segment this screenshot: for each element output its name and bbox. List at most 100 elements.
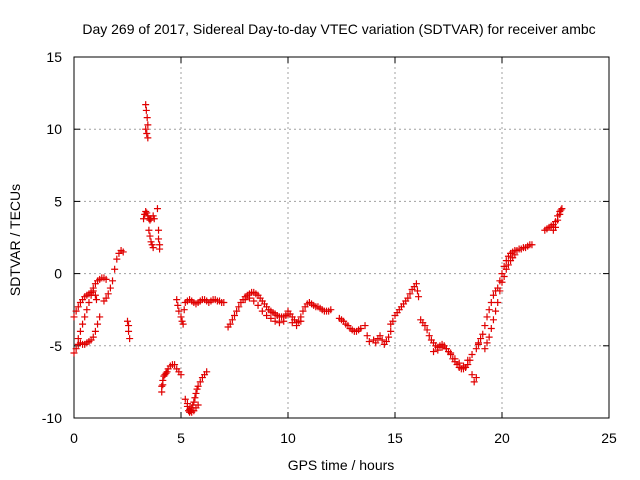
- data-point: [89, 333, 97, 341]
- data-point: [162, 369, 170, 377]
- data-point: [472, 345, 480, 353]
- x-axis: 0 5 10 15 20 25: [70, 57, 617, 446]
- x-tick-label: 15: [387, 430, 403, 446]
- data-point: [173, 296, 181, 304]
- data-point: [150, 215, 158, 223]
- data-point: [423, 326, 431, 334]
- x-tick-label: 0: [70, 430, 78, 446]
- series-isolated-2.5: [124, 317, 134, 343]
- data-point: [558, 205, 566, 213]
- data-point: [79, 320, 87, 328]
- data-point: [451, 355, 459, 363]
- data-point: [142, 106, 150, 114]
- series-climb-19-lower: [481, 251, 519, 353]
- data-point: [91, 327, 99, 335]
- data-point: [179, 320, 187, 328]
- data-point: [438, 343, 446, 351]
- y-tick-label: 5: [54, 193, 62, 209]
- series-climb-19-21: [474, 241, 536, 347]
- data-point: [111, 265, 119, 273]
- data-point: [226, 320, 234, 328]
- data-point: [126, 335, 134, 343]
- data-point: [144, 121, 152, 129]
- data-point: [143, 130, 151, 138]
- data-point: [104, 290, 112, 298]
- data-point: [498, 278, 506, 286]
- data-point: [125, 327, 133, 335]
- data-point: [263, 311, 271, 319]
- data-point: [106, 284, 114, 292]
- data-point: [485, 306, 493, 314]
- data-point: [288, 319, 296, 327]
- data-point: [502, 265, 510, 273]
- data-point: [489, 291, 497, 299]
- data-point: [83, 306, 91, 314]
- data-point: [155, 226, 163, 234]
- data-point: [245, 294, 253, 302]
- data-point: [556, 210, 564, 218]
- series-end-22: [541, 205, 566, 234]
- data-point: [557, 206, 565, 214]
- data-point: [192, 389, 200, 397]
- data-point: [254, 301, 262, 309]
- y-tick-label: 10: [46, 121, 62, 137]
- data-point: [271, 317, 279, 325]
- data-point: [275, 319, 283, 327]
- data-point: [504, 261, 512, 269]
- data-point: [181, 395, 189, 403]
- data-point: [142, 208, 150, 216]
- x-axis-label: GPS time / hours: [288, 457, 395, 473]
- data-point: [155, 235, 163, 243]
- data-point: [81, 313, 89, 321]
- data-point: [500, 272, 508, 280]
- data-point: [102, 294, 110, 302]
- data-point: [487, 298, 495, 306]
- data-point: [258, 307, 266, 315]
- series-low-18: [430, 340, 482, 386]
- series-early-b: [70, 313, 104, 357]
- x-tick-label: 20: [494, 430, 510, 446]
- data-point: [387, 327, 395, 335]
- data-point: [404, 294, 412, 302]
- data-point: [280, 317, 288, 325]
- data-point: [365, 337, 373, 345]
- y-tick-label: -5: [50, 338, 63, 354]
- data-point: [528, 241, 536, 249]
- data-points: [70, 101, 566, 416]
- data-point: [363, 332, 371, 340]
- data-point: [190, 398, 198, 406]
- data-point: [177, 371, 185, 379]
- data-point: [385, 333, 393, 341]
- data-point: [412, 280, 420, 288]
- data-point: [479, 330, 487, 338]
- data-point: [231, 311, 238, 319]
- data-point: [389, 317, 397, 325]
- data-point: [496, 287, 504, 295]
- data-point: [191, 394, 199, 402]
- data-point: [156, 245, 164, 253]
- data-point: [468, 371, 476, 379]
- data-point: [430, 348, 438, 356]
- data-point: [434, 346, 442, 354]
- data-point: [382, 337, 390, 345]
- data-point: [372, 339, 380, 347]
- data-point: [74, 303, 82, 311]
- series-segment-12-14: [335, 314, 365, 335]
- data-point: [474, 339, 482, 347]
- data-point: [220, 298, 228, 306]
- series-cluster-3.5: [140, 205, 164, 253]
- data-point: [180, 306, 188, 314]
- data-point: [119, 248, 127, 256]
- data-point: [74, 335, 82, 343]
- data-point: [464, 356, 472, 364]
- data-point: [183, 400, 191, 408]
- data-point: [146, 216, 154, 224]
- series-rise: [100, 246, 127, 305]
- data-point: [203, 368, 211, 376]
- y-tick-label: -10: [42, 410, 62, 426]
- grid-lines: [74, 57, 609, 418]
- data-point: [175, 307, 183, 315]
- data-point: [327, 306, 335, 314]
- plot-frame: [73, 56, 610, 419]
- series-dip-5.4: [181, 368, 211, 416]
